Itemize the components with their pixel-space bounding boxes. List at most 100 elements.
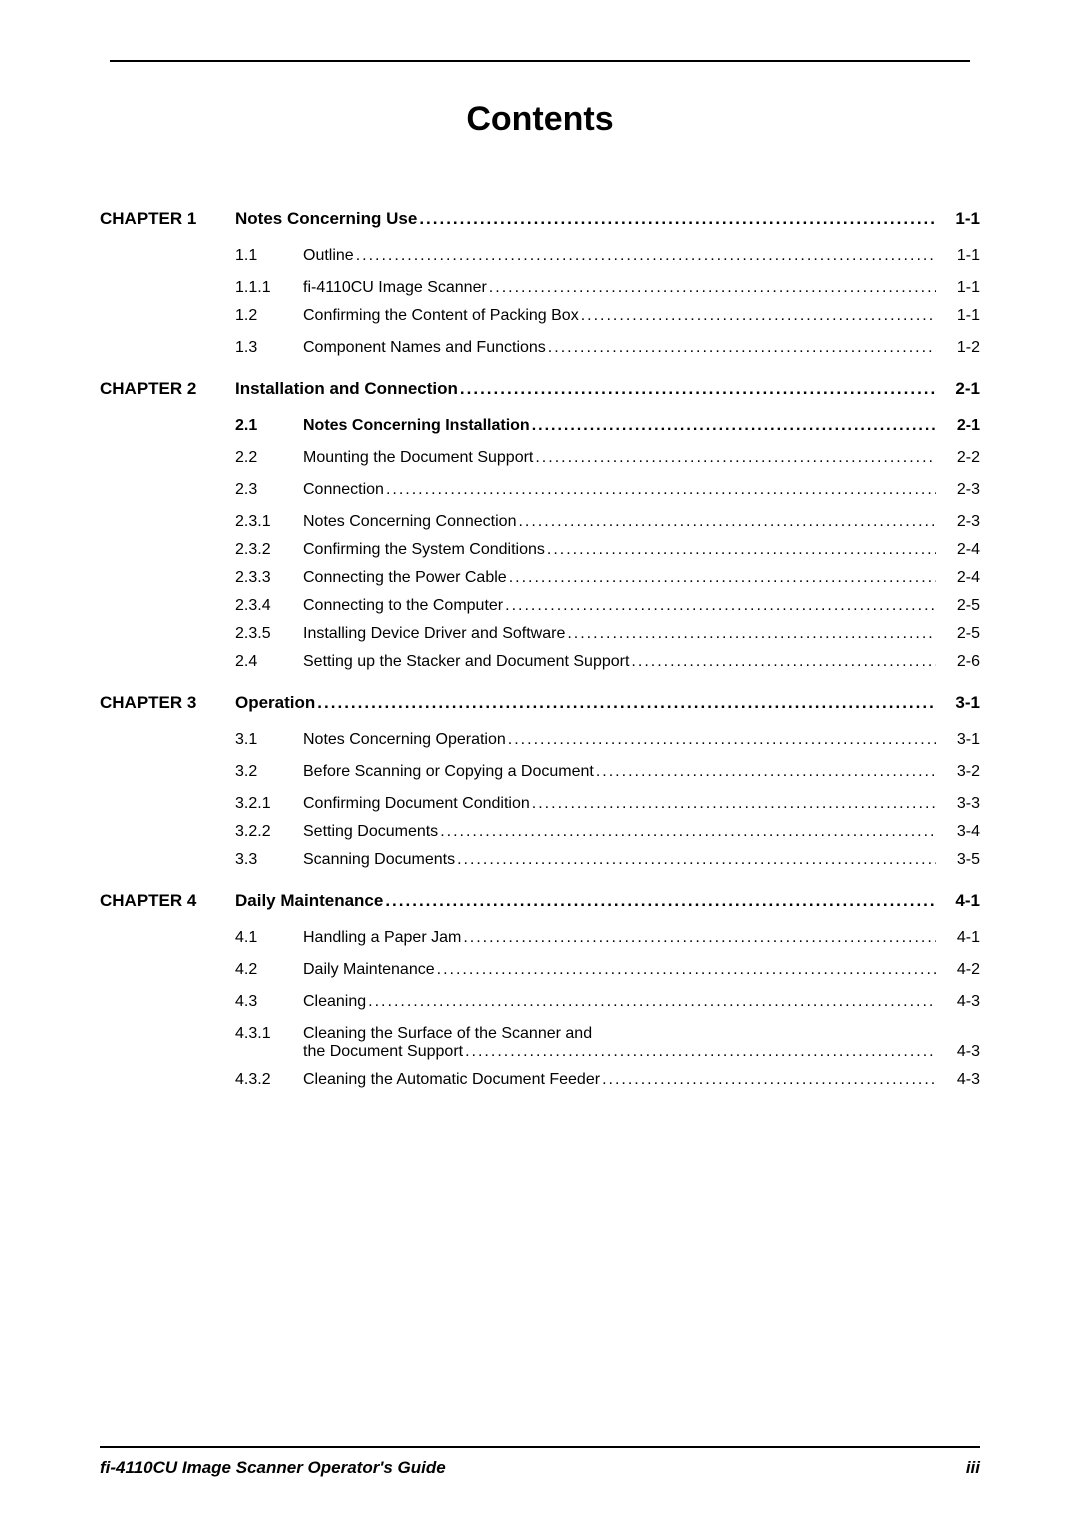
toc-row-label-text: Notes Concerning Connection bbox=[303, 513, 516, 530]
toc-row-number: 4.2 bbox=[235, 961, 303, 979]
toc-row: 4.3.1Cleaning the Surface of the Scanner… bbox=[100, 1025, 980, 1043]
toc-row-number: 3.3 bbox=[235, 851, 303, 869]
toc-row-label-text: Notes Concerning Operation bbox=[303, 731, 506, 748]
toc-row-label-text: Setting Documents bbox=[303, 823, 438, 840]
toc-row: 2.3Connection 2-3 bbox=[100, 481, 980, 499]
page-footer: fi-4110CU Image Scanner Operator's Guide… bbox=[100, 1446, 980, 1478]
toc-row-label: Setting Documents bbox=[303, 823, 936, 841]
toc-row-label-text: Before Scanning or Copying a Document bbox=[303, 763, 594, 780]
toc-row-number: 2.3.4 bbox=[235, 597, 303, 615]
toc-row: 1.1Outline 1-1 bbox=[100, 247, 980, 265]
page-title: Contents bbox=[100, 100, 980, 139]
toc-row-label: Component Names and Functions bbox=[303, 339, 936, 357]
toc-row-page: 2-3 bbox=[936, 513, 980, 531]
toc-chapter-heading: Installation and Connection bbox=[235, 379, 936, 399]
toc-row-continuation: the Document Support 4-3 bbox=[100, 1043, 980, 1061]
toc-row-label: Cleaning bbox=[303, 993, 936, 1011]
toc-row: 2.4Setting up the Stacker and Document S… bbox=[100, 653, 980, 671]
toc-row-number: 3.1 bbox=[235, 731, 303, 749]
toc-row-number: 4.3 bbox=[235, 993, 303, 1011]
toc-chapter-page: 3-1 bbox=[936, 693, 980, 713]
toc-row-label-text: Scanning Documents bbox=[303, 851, 455, 868]
toc-row-number: 1.2 bbox=[235, 307, 303, 325]
toc-row-page: 3-4 bbox=[936, 823, 980, 841]
toc-row-label: Connecting to the Computer bbox=[303, 597, 936, 615]
toc-row-label: Scanning Documents bbox=[303, 851, 936, 869]
toc-row-label-text: Daily Maintenance bbox=[303, 961, 435, 978]
toc-chapter-heading-text: Daily Maintenance bbox=[235, 891, 383, 910]
toc-row-label-text: Cleaning the Surface of the Scanner and bbox=[303, 1025, 592, 1042]
toc-row-page: 4-3 bbox=[936, 1043, 980, 1061]
toc-row-page: 3-2 bbox=[936, 763, 980, 781]
toc-row-label: Notes Concerning Installation bbox=[303, 417, 936, 435]
toc-row-label-text: Installing Device Driver and Software bbox=[303, 625, 565, 642]
toc-row-page: 2-1 bbox=[936, 417, 980, 435]
toc-row-label: Connecting the Power Cable bbox=[303, 569, 936, 587]
toc-row-label-text: Connecting to the Computer bbox=[303, 597, 503, 614]
toc-chapter-row: CHAPTER 1Notes Concerning Use 1-1 bbox=[100, 209, 980, 229]
toc-chapter-page: 4-1 bbox=[936, 891, 980, 911]
toc-row: 1.2Confirming the Content of Packing Box… bbox=[100, 307, 980, 325]
toc-row-page: 4-3 bbox=[936, 1071, 980, 1089]
toc-chapter-heading: Daily Maintenance bbox=[235, 891, 936, 911]
toc-row: 2.3.5Installing Device Driver and Softwa… bbox=[100, 625, 980, 643]
toc-row-label: Installing Device Driver and Software bbox=[303, 625, 936, 643]
toc-row-page: 4-3 bbox=[936, 993, 980, 1011]
toc-row-number: 1.3 bbox=[235, 339, 303, 357]
toc-row-label: Notes Concerning Operation bbox=[303, 731, 936, 749]
toc-chapter-row: CHAPTER 3Operation 3-1 bbox=[100, 693, 980, 713]
toc-row: 3.1Notes Concerning Operation 3-1 bbox=[100, 731, 980, 749]
toc-row-number: 2.3.5 bbox=[235, 625, 303, 643]
toc-row-label-text: Cleaning the Automatic Document Feeder bbox=[303, 1071, 600, 1088]
toc-row-number: 3.2 bbox=[235, 763, 303, 781]
toc-row-page: 2-5 bbox=[936, 625, 980, 643]
toc-chapter-label: CHAPTER 3 bbox=[100, 693, 235, 713]
toc-chapter-heading-text: Installation and Connection bbox=[235, 379, 458, 398]
toc-row-page: 2-6 bbox=[936, 653, 980, 671]
toc-row-label-text: Handling a Paper Jam bbox=[303, 929, 461, 946]
toc-row-page: 3-1 bbox=[936, 731, 980, 749]
toc-row-page: 4-1 bbox=[936, 929, 980, 947]
toc-row: 2.1Notes Concerning Installation 2-1 bbox=[100, 417, 980, 435]
toc-row: 3.3Scanning Documents 3-5 bbox=[100, 851, 980, 869]
toc-row-label: Daily Maintenance bbox=[303, 961, 936, 979]
toc-row: 1.1.1fi-4110CU Image Scanner 1-1 bbox=[100, 279, 980, 297]
toc-row: 3.2.2Setting Documents 3-4 bbox=[100, 823, 980, 841]
toc-row: 2.3.2Confirming the System Conditions 2-… bbox=[100, 541, 980, 559]
toc-row-number: 4.3.1 bbox=[235, 1025, 303, 1043]
toc-row-label-text: Connecting the Power Cable bbox=[303, 569, 507, 586]
toc-row-number: 2.1 bbox=[235, 417, 303, 435]
toc-row-page: 3-5 bbox=[936, 851, 980, 869]
top-rule bbox=[110, 60, 970, 62]
toc-row-label: Mounting the Document Support bbox=[303, 449, 936, 467]
toc-row-label-text: Setting up the Stacker and Document Supp… bbox=[303, 653, 629, 670]
toc-chapter-label: CHAPTER 1 bbox=[100, 209, 235, 229]
toc-chapter-heading: Notes Concerning Use bbox=[235, 209, 936, 229]
toc-row-label-text: Confirming Document Condition bbox=[303, 795, 530, 812]
toc-row-number: 2.3.2 bbox=[235, 541, 303, 559]
toc-row-label: fi-4110CU Image Scanner bbox=[303, 279, 936, 297]
toc-row-label-text: Mounting the Document Support bbox=[303, 449, 533, 466]
toc-row-label-text: fi-4110CU Image Scanner bbox=[303, 279, 487, 296]
toc-row-number: 2.3.1 bbox=[235, 513, 303, 531]
toc-row-page: 2-3 bbox=[936, 481, 980, 499]
toc-chapter-heading: Operation bbox=[235, 693, 936, 713]
toc-row-page: 1-1 bbox=[936, 279, 980, 297]
toc-row-label: Cleaning the Automatic Document Feeder bbox=[303, 1071, 936, 1089]
toc-row: 4.1Handling a Paper Jam 4-1 bbox=[100, 929, 980, 947]
toc-row-label: Confirming the System Conditions bbox=[303, 541, 936, 559]
toc-row-number: 2.2 bbox=[235, 449, 303, 467]
footer-right: iii bbox=[966, 1458, 980, 1478]
toc-row-label: the Document Support bbox=[303, 1043, 936, 1061]
toc-row-label: Handling a Paper Jam bbox=[303, 929, 936, 947]
toc-row: 2.3.3Connecting the Power Cable 2-4 bbox=[100, 569, 980, 587]
toc-row-label-text: Confirming the Content of Packing Box bbox=[303, 307, 579, 324]
toc-row-label-text: Confirming the System Conditions bbox=[303, 541, 545, 558]
toc-row-number: 2.3 bbox=[235, 481, 303, 499]
toc-row-label-text: Notes Concerning Installation bbox=[303, 417, 530, 434]
toc-chapter-label: CHAPTER 4 bbox=[100, 891, 235, 911]
toc-row-page: 2-5 bbox=[936, 597, 980, 615]
toc-row-page: 2-2 bbox=[936, 449, 980, 467]
toc-row-label: Connection bbox=[303, 481, 936, 499]
toc-chapter-page: 1-1 bbox=[936, 209, 980, 229]
